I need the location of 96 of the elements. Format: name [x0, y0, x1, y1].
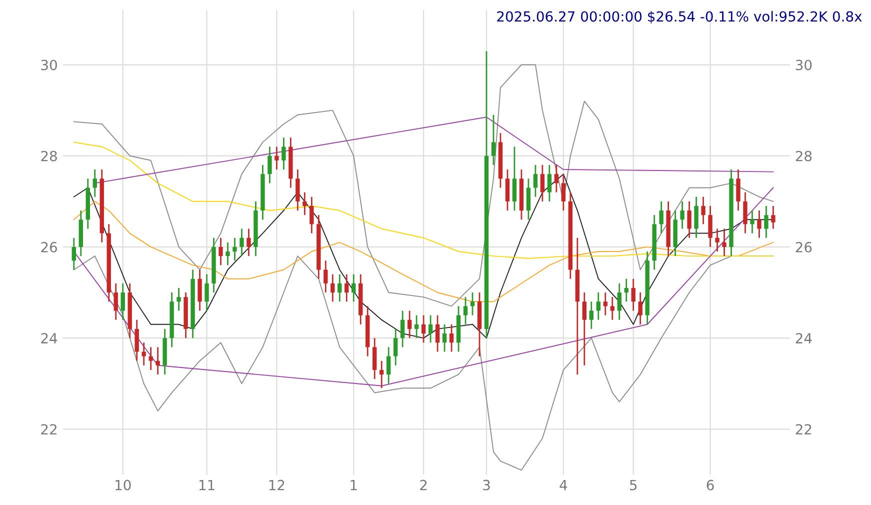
candlestick [393, 328, 398, 366]
x-tick-label: 10 [116, 480, 131, 490]
candlestick [638, 292, 642, 326]
candlestick [204, 274, 209, 312]
y-tick-label: 24 [41, 333, 58, 344]
candlestick [617, 282, 622, 321]
y-tick-label: 22 [41, 424, 56, 434]
candlestick [386, 346, 391, 384]
candlestick [246, 228, 251, 257]
candlestick [722, 228, 726, 257]
y2-tick-label: 22 [796, 424, 812, 434]
candlestick [533, 164, 538, 198]
candlestick [232, 237, 237, 262]
candlestick [344, 274, 349, 302]
candlestick [512, 146, 517, 212]
candlestick [715, 228, 720, 252]
candlestick [352, 274, 356, 302]
candlestick [226, 242, 230, 266]
candlestick [274, 146, 279, 170]
candlestick [589, 300, 594, 330]
candlestick [142, 342, 146, 366]
candlestick [338, 274, 342, 302]
candlestick [324, 260, 328, 294]
candlestick [114, 282, 118, 321]
candlestick [400, 310, 405, 348]
candlestick [561, 173, 566, 212]
candlestick [701, 196, 706, 225]
candlestick [372, 337, 377, 380]
candlestick [148, 346, 153, 371]
line-series [73, 187, 774, 386]
chart-title: 2025.06.27 00:00:00 $26.54 -0.11% vol:952.2K 0.8x [497, 10, 862, 24]
candlestick [282, 136, 286, 170]
candlestick [92, 168, 97, 198]
candlestick [310, 196, 314, 234]
candlestick [120, 282, 125, 321]
y-tick-label: 28 [41, 150, 57, 162]
candlestick [603, 292, 608, 316]
line-series [73, 142, 774, 259]
candlestick [624, 278, 628, 302]
candlestick [750, 210, 754, 234]
candlestick [547, 164, 552, 202]
y2-tick-label: 30 [796, 60, 812, 70]
x-tick-label: 2 [420, 480, 427, 490]
y2-tick-label: 24 [796, 333, 812, 344]
x-tick-label: 4 [560, 480, 568, 490]
candlestick [764, 205, 768, 239]
candlestick [736, 168, 740, 212]
candlestick [428, 314, 433, 344]
candlestick [743, 192, 748, 234]
candlestick [218, 237, 223, 266]
candlestick [708, 205, 712, 248]
candlestick [771, 205, 776, 230]
y2-tick-label: 28 [796, 150, 812, 162]
candlestick [134, 319, 139, 362]
candlestick [198, 269, 202, 312]
candlestick [435, 314, 440, 352]
candlestick [554, 164, 559, 193]
candlestick [240, 228, 244, 257]
candlestick [330, 274, 335, 302]
candlestick [463, 296, 468, 326]
x-tick-label: 12 [269, 480, 284, 490]
candlestick [442, 324, 447, 352]
candlestick [380, 360, 384, 389]
candlestick [176, 287, 181, 312]
candlestick [680, 200, 684, 230]
candlestick [526, 178, 531, 220]
candlestick [540, 164, 545, 202]
candlestick [694, 196, 698, 239]
candlestick [631, 278, 636, 312]
candlestick [414, 314, 419, 339]
candlestick [296, 168, 300, 212]
candlestick [596, 292, 600, 321]
candlestick [470, 292, 475, 316]
x-tick-label: 3 [483, 480, 490, 490]
candlestick [582, 292, 586, 366]
line-series [73, 64, 774, 307]
candlestick [72, 237, 76, 270]
candlestick [268, 146, 272, 184]
candlestick [302, 192, 307, 216]
x-tick-label: 5 [630, 480, 637, 490]
candlestick [156, 346, 160, 376]
x-tick-label: 11 [199, 480, 214, 490]
y-tick-label: 26 [41, 242, 57, 252]
x-tick-label: 6 [706, 480, 714, 490]
x-tick-label: 1 [350, 480, 357, 490]
candlestick [491, 114, 496, 166]
candlestick [659, 200, 664, 234]
y2-tick-label: 26 [796, 242, 812, 252]
candlestick [449, 324, 454, 352]
candlestick [610, 296, 614, 321]
candlestick [505, 168, 510, 212]
candlestick [407, 310, 412, 339]
candlestick [757, 210, 762, 239]
candlestick [687, 200, 692, 239]
y-tick-label: 30 [41, 60, 57, 70]
candlestick [421, 314, 426, 344]
